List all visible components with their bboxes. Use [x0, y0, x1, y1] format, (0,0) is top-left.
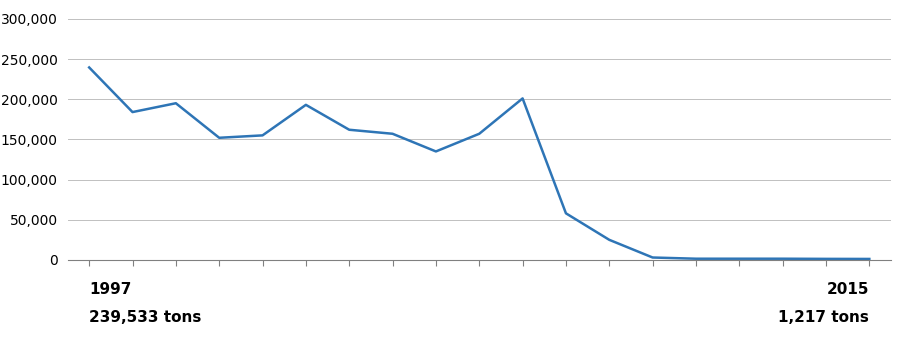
Text: 1,217 tons: 1,217 tons: [778, 310, 869, 326]
Text: 2015: 2015: [827, 282, 869, 297]
Text: 239,533 tons: 239,533 tons: [89, 310, 202, 326]
Text: 1997: 1997: [89, 282, 131, 297]
